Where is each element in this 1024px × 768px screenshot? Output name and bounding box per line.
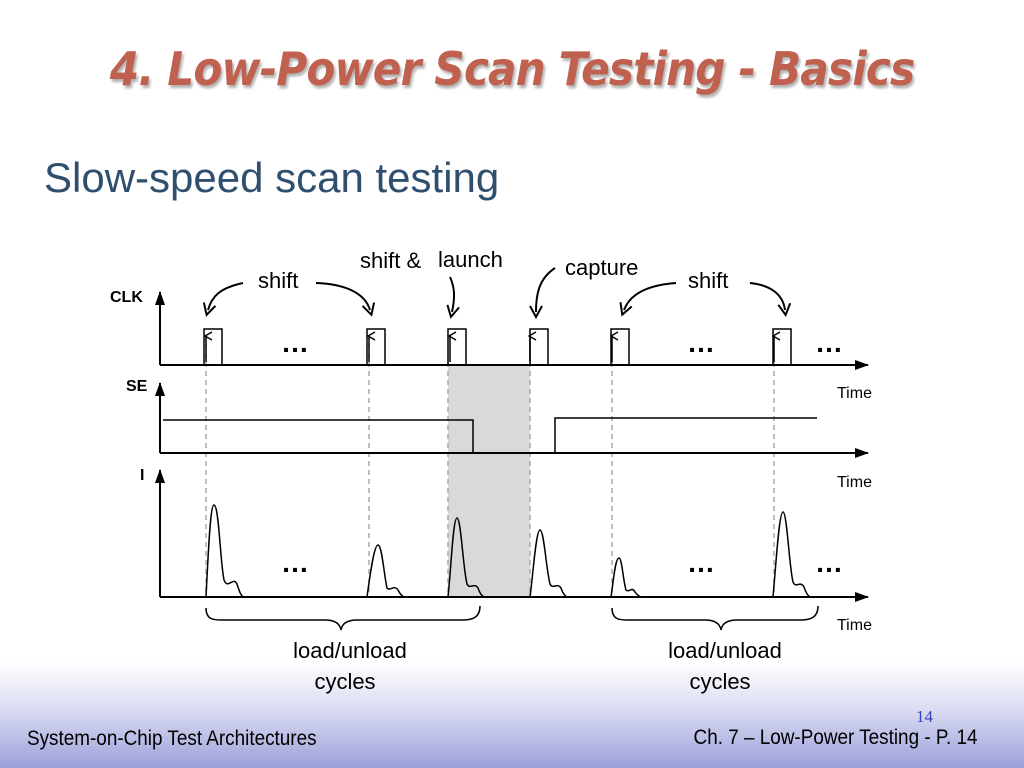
ellipsis-i-1: … [281,547,309,578]
footer-band [0,662,1024,768]
footer-course-title: System-on-Chip Test Architectures [27,727,317,750]
phase-label-capture: capture [565,255,638,280]
se-label: SE [126,378,148,395]
group-left-line1: load/unload [293,638,407,663]
se-waveform [163,417,817,454]
phase-label-shift-and: shift & [360,248,421,273]
group-braces [205,605,819,631]
current-spikes [205,504,811,598]
ellipsis-i-3: … [815,547,843,578]
phase-label-shift-left: shift [258,268,298,293]
group-right-line1: load/unload [668,638,782,663]
phase-label-shift-right: shift [688,268,728,293]
group-left-line2: cycles [314,669,375,694]
ellipsis-i-2: … [687,547,715,578]
clk-label: CLK [110,289,143,306]
current-axes [155,469,869,602]
time-label-se: Time [837,474,872,491]
ellipsis-clk-1: … [281,327,309,358]
time-label-clk: Time [837,385,872,402]
ellipsis-clk-3: … [815,327,843,358]
footer-chapter-page: Ch. 7 – Low-Power Testing - P. 14 [693,726,978,749]
rising-edge-arrows [206,336,774,362]
dashed-guides [205,335,775,597]
ellipsis-clk-2: … [687,327,715,358]
slide-number: 14 [916,707,933,726]
clk-axes [155,291,869,370]
launch-capture-highlight [448,366,530,597]
phase-label-launch: launch [438,247,503,272]
slide-subtitle: Slow-speed scan testing [44,154,500,201]
slide-title: 4. Low-Power Scan Testing - Basics [109,42,915,96]
phase-arrows [208,267,785,312]
time-label-current: Time [837,617,872,634]
current-label: I [140,467,144,484]
group-right-line2: cycles [689,669,750,694]
clk-pulses [203,328,792,365]
